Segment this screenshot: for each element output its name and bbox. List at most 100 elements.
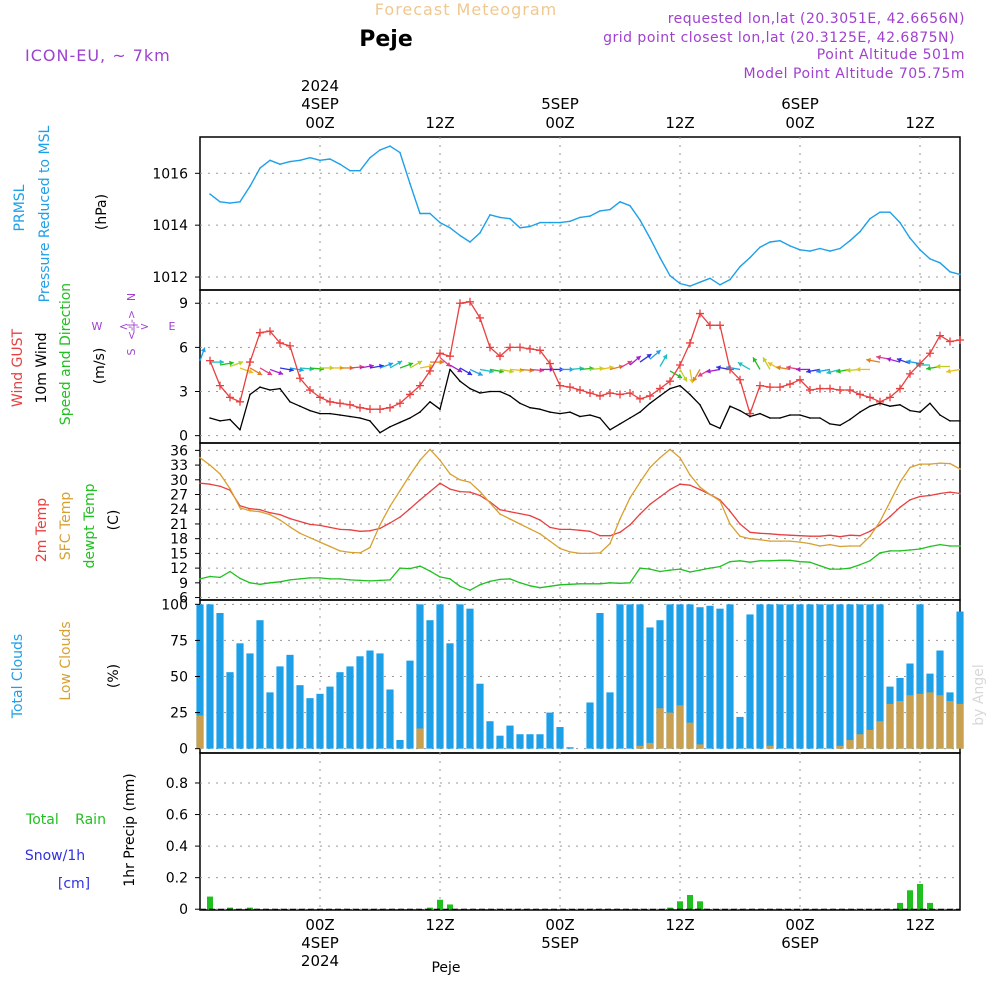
wind-gust-marker [806, 386, 814, 395]
low-cloud-bar [846, 740, 854, 749]
total-cloud-bar [476, 683, 484, 749]
wind-gust-marker [676, 361, 684, 370]
total-cloud-bar [396, 740, 404, 749]
wind-arrow-head [257, 370, 263, 376]
low-cloud-bar [646, 742, 654, 749]
temp-2m-line-point [689, 484, 691, 486]
pressure-line-point [229, 202, 231, 204]
total-cloud-bar [596, 612, 604, 749]
temperature-ytick-label: 30 [170, 473, 188, 489]
temp-dewpt-line-point [889, 550, 891, 552]
wind-gust-marker [896, 384, 904, 393]
pressure-line-point [439, 221, 441, 224]
temp-sfc-line-point [789, 540, 791, 542]
wind-direction-arrow [619, 360, 633, 369]
wind-10m-line-point [259, 386, 261, 388]
total-cloud-bar [606, 692, 614, 749]
wind-arrow-head [876, 354, 881, 360]
pressure-line-point [689, 285, 691, 287]
total-cloud-bar [736, 716, 744, 749]
wind-gust-marker [686, 338, 694, 347]
clouds-total-label: Total Clouds [10, 634, 26, 719]
pressure-line-point [679, 282, 681, 285]
precip-ytick-label: 0.4 [166, 839, 188, 855]
temp-sfc-line-point [559, 547, 561, 550]
pressure-line-point [859, 230, 861, 233]
wind-gust-marker [766, 383, 774, 392]
temp-sfc-line-point [229, 487, 231, 490]
temp-2m-line-point [389, 522, 391, 524]
temp-dewpt-line-point [599, 583, 601, 585]
wind-direction-arrow [737, 361, 751, 371]
temp-dewpt-line-point [949, 545, 951, 547]
temp-sfc-line-point [589, 552, 591, 555]
wind-gust-marker [826, 384, 834, 393]
wind-gust-marker [906, 369, 914, 378]
wind-gust-marker [506, 343, 514, 352]
total-cloud-bar [876, 604, 884, 749]
pressure-line-point [589, 215, 591, 217]
temp-2m-line-point [559, 528, 561, 531]
temp-sfc-line-point [909, 466, 911, 469]
temp-sfc-line-point [739, 535, 741, 538]
pressure-line-point [619, 201, 621, 203]
temp-2m-line-point [599, 534, 601, 537]
wind-gust-marker [796, 375, 804, 384]
pressure-line-point [239, 201, 241, 203]
temp-dewpt-line-point [379, 579, 381, 582]
wind-10m-line-point [789, 414, 791, 416]
temp-dewpt-label: dewpt Temp [82, 483, 98, 568]
low-cloud-bar [916, 693, 924, 749]
wind-10m-line-point [619, 423, 621, 425]
temp-sfc-line-point [699, 486, 701, 488]
pressure-line-point [359, 169, 361, 172]
low-cloud-bar [196, 715, 204, 749]
wind-10m-line-point [339, 414, 341, 416]
wind-gust-marker [496, 352, 504, 361]
wind-gust-marker [466, 297, 474, 306]
temp-2m-line-point [499, 508, 501, 511]
temp-dewpt-line-point [659, 570, 661, 573]
wind-10m-line-point [409, 417, 411, 419]
top-time-label: 00Z [305, 114, 334, 132]
wind-direction-arrow [776, 365, 791, 371]
total-cloud-bar [566, 747, 574, 749]
wind-gust-marker [886, 393, 894, 402]
wind-gust-marker [736, 375, 744, 384]
wind-gust-marker [786, 380, 794, 389]
temp-dewpt-line-point [959, 545, 961, 547]
precip-bar [897, 902, 903, 910]
temp-2m-line-point [369, 530, 371, 532]
wind-10m-line-point [859, 411, 861, 413]
temp-dewpt-line-point [369, 580, 371, 582]
pressure-line-point [329, 158, 331, 160]
top-time-label: 00Z [545, 114, 574, 132]
precip-bar [917, 883, 923, 910]
temp-dewpt-line-point [879, 552, 881, 554]
temp-dewpt-line-point [399, 567, 401, 569]
temp-sfc-line-point [689, 474, 691, 476]
wind-gust-marker [626, 388, 634, 397]
temp-2m-line-point [259, 508, 261, 511]
precip-bar [447, 904, 453, 910]
low-cloud-bar [656, 708, 664, 749]
wind-gust-marker [536, 346, 544, 355]
bottom-time-label: 00Z [305, 916, 334, 934]
wind-ytick-label: 0 [179, 429, 188, 445]
wind-arrow-head [646, 354, 652, 359]
pressure-line-point [599, 210, 601, 212]
top-time-label: 12Z [905, 114, 934, 132]
precip-bar [697, 901, 703, 910]
wind-arrow-head [689, 378, 695, 384]
wind-arrow-head [278, 370, 284, 376]
wind-10m-line-point [569, 411, 571, 413]
temp-dewpt-line-point [929, 545, 931, 548]
low-cloud-bar [926, 692, 934, 749]
total-cloud-bar [296, 685, 304, 749]
temp-2m-line-point [329, 526, 331, 529]
pressure-line-point [829, 250, 831, 252]
pressure-line-point [279, 163, 281, 166]
wind-gust-marker [846, 386, 854, 395]
wind-gust-marker [576, 386, 584, 395]
wind-arrow-head [677, 373, 683, 379]
